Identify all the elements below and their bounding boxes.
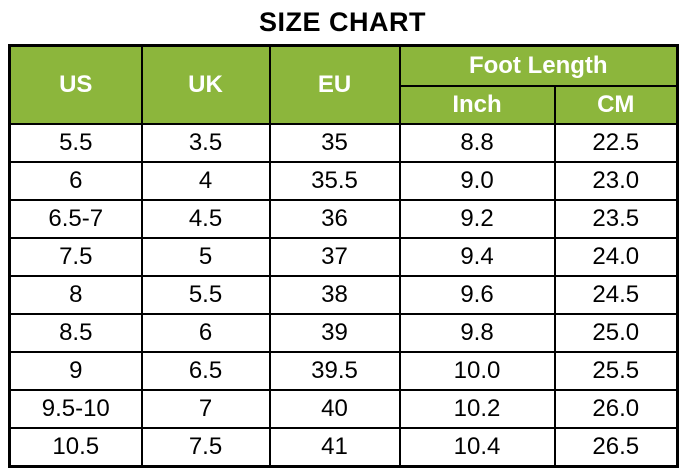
table-cell: 24.0 [553,237,679,277]
table-cell: 10.4 [398,427,556,468]
page-title: SIZE CHART [259,7,426,37]
table-cell: 6.5 [140,351,271,391]
table-cell: 5.5 [8,123,143,163]
table-cell: 39.5 [268,351,401,391]
table-cell: 7.5 [140,427,271,468]
table-cell: 35.5 [268,161,401,201]
table-cell: 9.0 [398,161,556,201]
header-row-top: US UK EU Foot Length [8,44,679,125]
table-cell: 9.2 [398,199,556,239]
table-cell: 24.5 [553,275,679,315]
table-cell: 25.0 [553,313,679,353]
table-cell: 10.0 [398,351,556,391]
table-cell: 37 [268,237,401,277]
table-cell: 3.5 [140,123,271,163]
table-cell: 40 [268,389,401,429]
table-cell: 5 [140,237,271,277]
header-foot-length: Foot Length [398,44,679,87]
table-cell: 41 [268,427,401,468]
table-row: 7.5 5 37 9.4 24.0 [8,237,679,277]
table-cell: 5.5 [140,275,271,315]
table-cell: 8.5 [8,313,143,353]
table-row: 10.5 7.5 41 10.4 26.5 [8,427,679,468]
header-uk: UK [140,44,271,125]
table-header: US UK EU Foot Length Inch CM [8,44,679,125]
table-cell: 9.8 [398,313,556,353]
table-cell: 4.5 [140,199,271,239]
table-row: 8.5 6 39 9.8 25.0 [8,313,679,353]
table-row: 9 6.5 39.5 10.0 25.5 [8,351,679,391]
table-cell: 39 [268,313,401,353]
table-cell: 25.5 [553,351,679,391]
table-cell: 9.6 [398,275,556,315]
header-cm: CM [553,85,679,125]
header-row-sub: Inch CM [10,85,679,125]
header-inch: Inch [398,85,556,125]
table-cell: 7 [140,389,271,429]
table-cell: 10.2 [398,389,556,429]
table-cell: 35 [268,123,401,163]
table-cell: 8.8 [398,123,556,163]
table-cell: 9.5-10 [8,389,143,429]
table-cell: 10.5 [8,427,143,468]
table-cell: 26.5 [553,427,679,468]
table-row: 5.5 3.5 35 8.8 22.5 [8,123,679,163]
table-row: 8 5.5 38 9.6 24.5 [8,275,679,315]
header-eu: EU [268,44,401,125]
table-cell: 38 [268,275,401,315]
table-cell: 36 [268,199,401,239]
table-cell: 26.0 [553,389,679,429]
header-us: US [8,44,143,125]
table-cell: 6 [8,161,143,201]
table-row: 6.5-7 4.5 36 9.2 23.5 [8,199,679,239]
size-table-body: 5.5 3.5 35 8.8 22.5 6 4 35.5 9.0 23.0 6.5-7 4.5 36 9.… [8,123,679,468]
table-cell: 9 [8,351,143,391]
table-cell: 6.5-7 [8,199,143,239]
table-row: 9.5-10 7 40 10.2 26.0 [8,389,679,429]
table-row: 6 4 35.5 9.0 23.0 [8,161,679,201]
table-cell: 4 [140,161,271,201]
table-cell: 6 [140,313,271,353]
table-cell: 23.0 [553,161,679,201]
table-cell: 22.5 [553,123,679,163]
size-chart-table: US UK EU Foot Length Inch CM 5.5 3.5 35 8.8… [8,44,679,468]
table-cell: 7.5 [8,237,143,277]
table-cell: 8 [8,275,143,315]
table-cell: 23.5 [553,199,679,239]
table-cell: 9.4 [398,237,556,277]
